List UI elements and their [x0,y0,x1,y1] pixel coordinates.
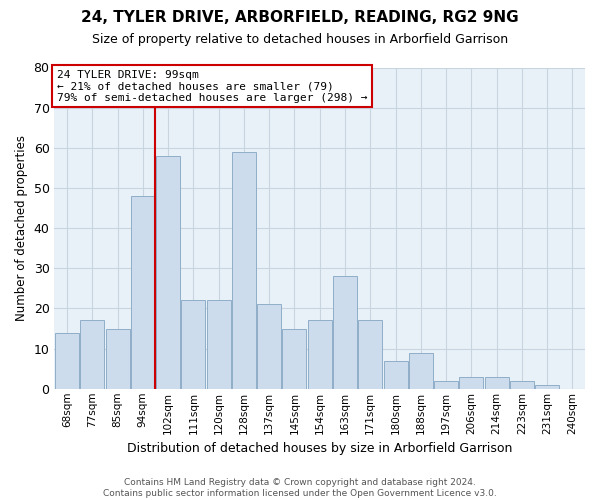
Bar [206,300,230,389]
Bar [80,320,104,389]
Bar [409,352,433,389]
Bar [55,332,79,389]
Text: 24, TYLER DRIVE, ARBORFIELD, READING, RG2 9NG: 24, TYLER DRIVE, ARBORFIELD, READING, RG… [81,10,519,25]
X-axis label: Distribution of detached houses by size in Arborfield Garrison: Distribution of detached houses by size … [127,442,512,455]
Bar [358,320,382,389]
Bar [106,328,130,389]
Text: Size of property relative to detached houses in Arborfield Garrison: Size of property relative to detached ho… [92,32,508,46]
Bar [434,380,458,389]
Bar [535,384,559,389]
Text: 24 TYLER DRIVE: 99sqm
← 21% of detached houses are smaller (79)
79% of semi-deta: 24 TYLER DRIVE: 99sqm ← 21% of detached … [57,70,367,102]
Y-axis label: Number of detached properties: Number of detached properties [15,135,28,321]
Bar [460,376,484,389]
Bar [308,320,332,389]
Bar [156,156,180,389]
Bar [131,196,155,389]
Bar [283,328,307,389]
Bar [485,376,509,389]
Bar [383,360,407,389]
Bar [257,304,281,389]
Text: Contains HM Land Registry data © Crown copyright and database right 2024.
Contai: Contains HM Land Registry data © Crown c… [103,478,497,498]
Bar [333,276,357,389]
Bar [232,152,256,389]
Bar [181,300,205,389]
Bar [510,380,534,389]
